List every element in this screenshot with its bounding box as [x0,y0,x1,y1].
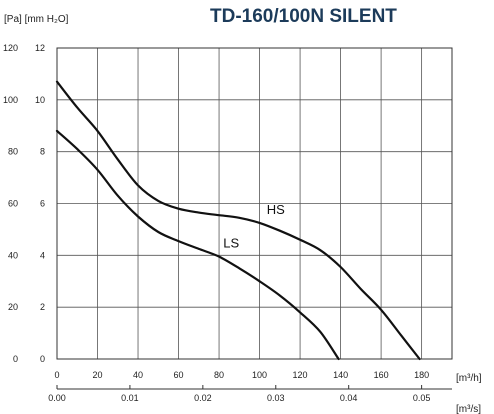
series-curve-hs [55,80,421,361]
x-tick-label-m3s: 0.04 [340,393,358,403]
x-tick-label-m3h: 40 [133,370,143,380]
x-tick-label-m3s: 0.01 [121,393,139,403]
y-axis-unit-label: [Pa] [mm H₂O] [4,14,69,25]
y-tick-label-mmh2o: 6 [40,199,45,209]
chart-title: TD-160/100N SILENT [210,6,397,27]
x-tick-label-m3h: 60 [174,370,184,380]
y-tick-label-pa: 60 [8,199,18,209]
series-label-hs: HS [267,202,285,217]
y-tick-label-mmh2o: 8 [40,147,45,157]
series-curves: HS LS [55,80,421,361]
plot-frame [56,47,453,360]
x-axis-unit-bottom: [m³/s] [456,404,481,414]
x-tick-label-m3h: 180 [414,370,429,380]
x-tick-label-m3h: 160 [374,370,389,380]
y-tick-label-mmh2o: 2 [40,302,45,312]
y-tick-label-pa: 40 [8,250,18,260]
x-tick-label-m3h: 100 [252,370,267,380]
x-tick-label-m3s: 0.05 [413,393,431,403]
series-label-ls: LS [223,236,239,251]
series-curve-ls [55,129,340,361]
x-tick-label-m3s: 0.02 [194,393,212,403]
x-tick-label-m3h: 0 [54,370,59,380]
y-tick-label-pa: 0 [13,354,18,364]
x-tick-label-m3h: 80 [214,370,224,380]
y-tick-label-pa: 80 [8,147,18,157]
y-tick-label-mmh2o: 12 [35,43,45,53]
y-tick-label-mmh2o: 10 [35,95,45,105]
grid-layer [56,47,453,390]
y-tick-label-pa: 20 [8,302,18,312]
x-tick-label-m3h: 140 [333,370,348,380]
x-tick-label-m3s: 0.00 [48,393,66,403]
x-tick-label-m3h: 20 [93,370,103,380]
y-tick-label-mmh2o: 0 [40,354,45,364]
x-tick-label-m3s: 0.03 [267,393,285,403]
x-axis-unit-top: [m³/h] [456,373,482,384]
y-tick-label-mmh2o: 4 [40,250,45,260]
y-tick-label-pa: 120 [3,43,18,53]
y-tick-label-pa: 100 [3,95,18,105]
x-tick-label-m3h: 120 [293,370,308,380]
